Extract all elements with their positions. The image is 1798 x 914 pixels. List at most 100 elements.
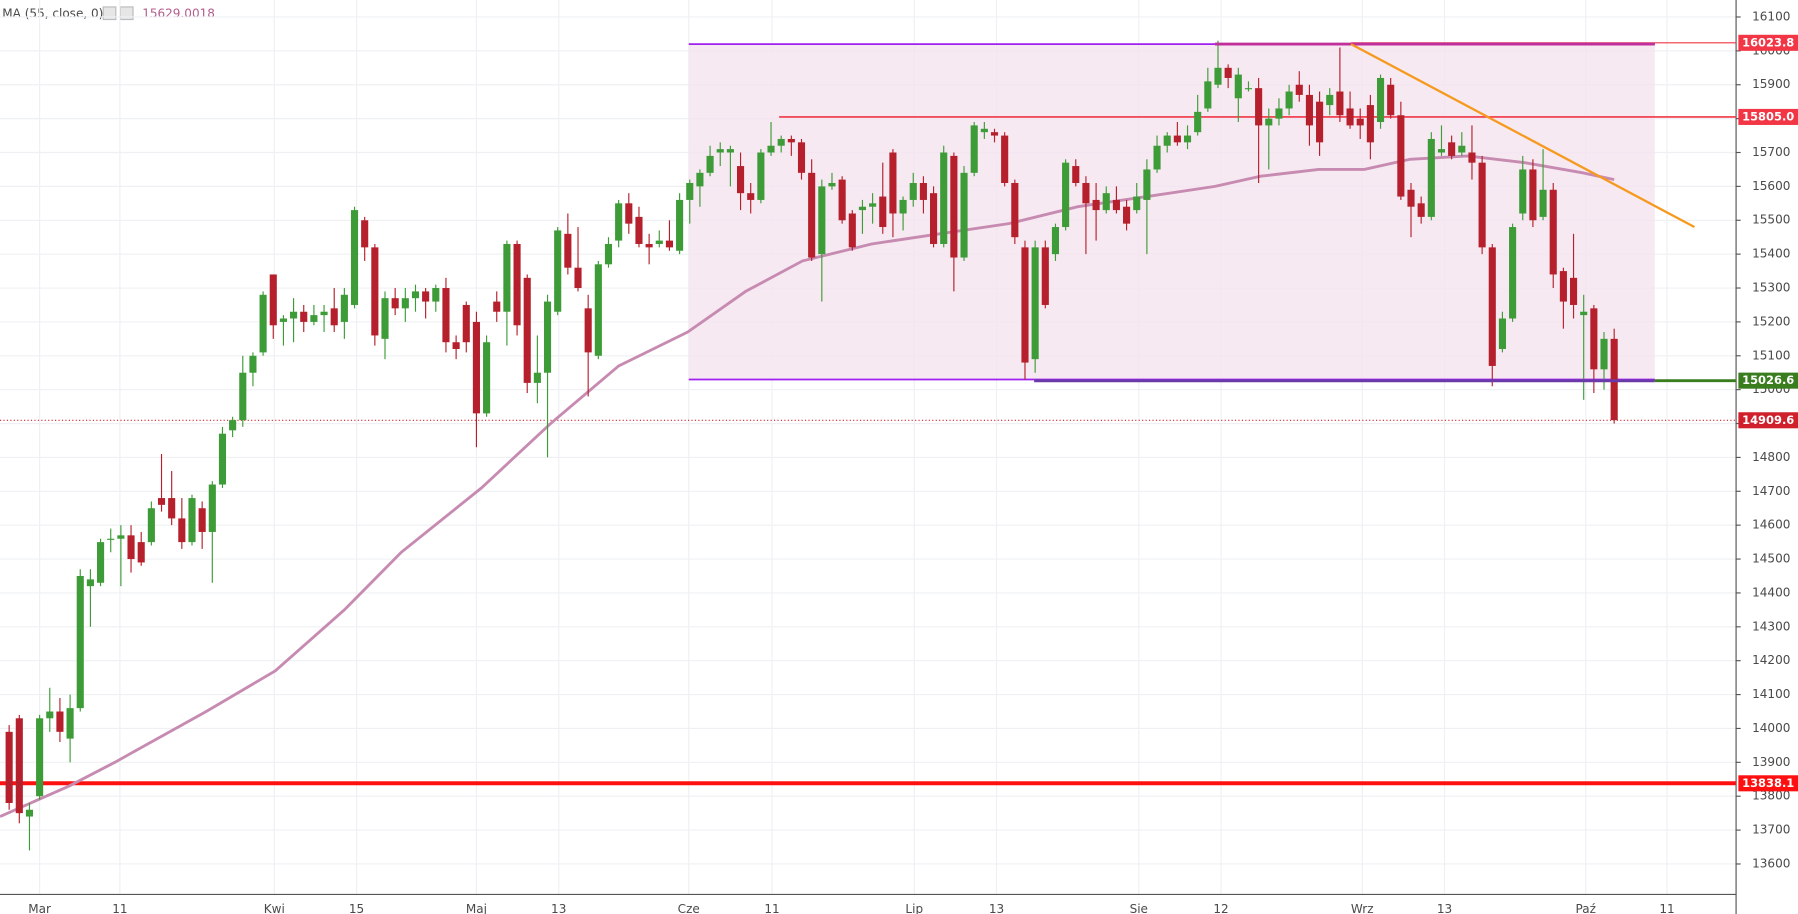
candle-body [5, 731, 13, 803]
level-label: 13838.1 [1742, 776, 1794, 790]
candle-body [584, 308, 592, 353]
candle-body [1417, 203, 1425, 217]
indicator-value: 15629.0018 [142, 6, 215, 20]
candle-body [350, 210, 359, 305]
candle-body [1072, 166, 1080, 183]
candle-body [736, 166, 745, 194]
candle-body [686, 182, 694, 200]
candle-body [899, 199, 907, 214]
candle-body [361, 220, 369, 248]
candle-body [604, 243, 613, 265]
candle-body [218, 433, 227, 485]
candle-body [371, 247, 379, 336]
candle-body [787, 138, 795, 143]
x-tick-label: Maj [466, 902, 487, 914]
y-tick-label: 13700 [1752, 823, 1790, 837]
candle-body [432, 288, 440, 302]
candle-body [564, 233, 572, 268]
candle-body [1519, 169, 1527, 214]
x-tick-label: Sie [1130, 902, 1148, 914]
candle-body [523, 277, 531, 383]
candle-body [1397, 115, 1405, 197]
candle-body [1600, 338, 1608, 370]
y-tick-label: 14000 [1752, 721, 1790, 735]
candle-body [1275, 108, 1283, 119]
candle-body [777, 138, 785, 146]
x-tick-label: 15 [349, 902, 364, 914]
candle-body [635, 216, 643, 244]
candle-body [716, 149, 724, 153]
candle-body [1478, 162, 1486, 248]
candle-body [970, 125, 978, 173]
candle-body [696, 172, 704, 187]
candle-body [726, 149, 734, 153]
candle-body [300, 311, 308, 322]
candle-body [1214, 67, 1222, 85]
icon[interactable] [102, 6, 117, 21]
candle-body [1133, 196, 1141, 211]
candle-body [137, 542, 145, 563]
candle-body [879, 196, 887, 228]
candle-body [747, 193, 755, 200]
candle-body [594, 264, 602, 356]
trend-line [1350, 43, 1695, 229]
candle-body [797, 142, 806, 173]
candle-body [1082, 182, 1090, 204]
candle-body [76, 575, 84, 709]
level-badge [1738, 412, 1798, 429]
x-tick-label: 12 [1213, 902, 1228, 914]
x-tick-label: Cze [678, 902, 700, 914]
level-label: 16023.8 [1742, 35, 1794, 49]
candle-body [168, 498, 176, 519]
candle-body [1295, 84, 1303, 95]
candle-body [1366, 105, 1374, 143]
candle-body [229, 420, 237, 431]
candle-body [411, 291, 420, 299]
candle-body [46, 711, 54, 719]
candle-body [960, 172, 968, 258]
candle-body [472, 321, 480, 414]
x-tick-label: Lip [905, 902, 923, 914]
candle-body [909, 182, 917, 200]
level-badge [1738, 108, 1798, 125]
candle-body [1183, 135, 1192, 143]
x-tick-label: Kwi [264, 902, 285, 914]
candle-body [86, 579, 94, 587]
candle-body [452, 342, 460, 350]
candle-body [1234, 74, 1242, 99]
candle-body [503, 243, 511, 312]
candle-body [1153, 145, 1161, 170]
candle-body [401, 298, 409, 309]
candle-body [625, 203, 633, 224]
candle-body [422, 291, 430, 302]
indicator-name: MA (55, close, 0) [2, 6, 103, 20]
candle-body [249, 355, 257, 373]
candle-body [1224, 67, 1232, 78]
candle-body [1407, 189, 1415, 207]
candle-body [462, 304, 470, 343]
y-tick-label: 15900 [1752, 77, 1790, 91]
y-tick-label: 15600 [1752, 179, 1790, 193]
candle-body [493, 301, 501, 312]
candle-body [757, 152, 765, 200]
candle-body [1437, 149, 1446, 153]
y-tick-label: 14500 [1752, 552, 1790, 566]
candle-body [1143, 169, 1151, 200]
candle-body [543, 301, 552, 373]
candle-body [706, 155, 714, 173]
candle-body [869, 203, 877, 207]
candle-body [1031, 247, 1039, 360]
candle-body [1102, 193, 1110, 211]
candle-body [1265, 118, 1273, 126]
candle-body [127, 535, 135, 560]
icon[interactable] [119, 6, 134, 21]
y-tick-label: 15300 [1752, 281, 1790, 295]
moving-average [0, 154, 1615, 818]
y-tick-label: 15700 [1752, 145, 1790, 159]
candle-body [1326, 94, 1334, 106]
candle-body [1488, 247, 1496, 366]
candle-body [259, 294, 267, 353]
level-label: 15026.6 [1742, 373, 1794, 387]
candle-body [1285, 91, 1293, 109]
